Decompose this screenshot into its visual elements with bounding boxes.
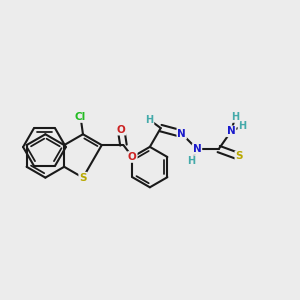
- Text: S: S: [236, 152, 243, 161]
- Text: H: H: [238, 121, 247, 131]
- Text: N: N: [177, 129, 186, 139]
- Text: N: N: [193, 144, 201, 154]
- Text: H: H: [188, 156, 196, 166]
- Text: H: H: [146, 115, 154, 125]
- Text: O: O: [128, 152, 137, 162]
- Text: N: N: [227, 126, 236, 136]
- Text: Cl: Cl: [75, 112, 86, 122]
- Text: O: O: [117, 124, 125, 135]
- Text: S: S: [79, 172, 87, 183]
- Text: H: H: [231, 112, 239, 122]
